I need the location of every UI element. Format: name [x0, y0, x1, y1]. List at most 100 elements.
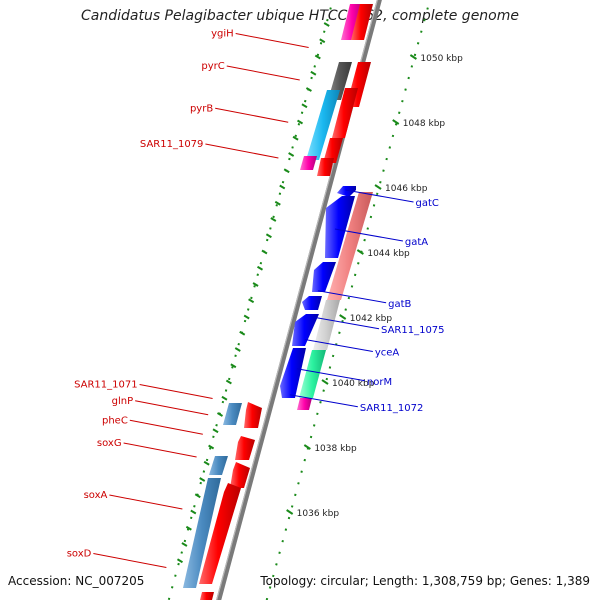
gene-yceA — [313, 300, 340, 350]
forward-gene-label: pyrC — [201, 61, 224, 72]
label-leader — [129, 419, 203, 435]
gene-gatB — [312, 262, 336, 292]
minor-tick — [319, 38, 326, 44]
scale-tick — [321, 379, 329, 385]
label-leader — [310, 316, 380, 330]
gene-glnP — [244, 402, 262, 428]
forward-gene-label: glnP — [112, 396, 134, 407]
scale-label: 1040 kbp — [332, 379, 375, 389]
reverse-gene-label: SAR11_1075 — [381, 325, 445, 336]
forward-gene-label: soxD — [67, 549, 92, 560]
forward-gene-label: SAR11_1071 — [74, 380, 138, 391]
gene-pyrB-arrow — [332, 88, 358, 138]
label-leader — [93, 553, 167, 568]
gene-norM-blue — [280, 348, 306, 398]
minor-tick — [288, 152, 295, 157]
minor-tick — [305, 87, 312, 92]
scale-tick — [392, 119, 400, 125]
minor-tick — [208, 444, 215, 450]
scale-ticks: 1050 kbp 1048 kbp 1046 kbp 1044 kbp 1042 kbp… — [176, 22, 463, 564]
forward-strand-genes — [183, 4, 373, 600]
label-leader — [123, 442, 197, 458]
forward-gene-label: ygiH — [211, 29, 234, 40]
accession-text: Accession: NC_007205 — [8, 574, 145, 588]
minor-tick — [270, 217, 277, 222]
label-leader — [205, 143, 279, 159]
minor-tick — [248, 298, 255, 304]
gene-gatA — [325, 196, 355, 258]
topology-text: Topology: circular; Length: 1,308,759 bp… — [260, 574, 590, 588]
minor-tick — [221, 395, 228, 401]
minor-tick — [230, 363, 237, 369]
label-leader — [334, 228, 403, 242]
scale-label: 1042 kbp — [350, 314, 393, 324]
forward-gene-label: SAR11_1079 — [140, 139, 204, 150]
gene-soxA — [183, 478, 221, 588]
label-leader — [296, 368, 365, 382]
scale-label: 1036 kbp — [297, 509, 340, 519]
minor-tick — [194, 493, 201, 499]
gene-gatC — [337, 186, 356, 197]
gene-arrow-lower — [317, 158, 334, 176]
forward-gene-label: soxG — [97, 438, 122, 449]
reverse-gene-labels: gatC gatA gatB SAR11_1075 yceA norM SAR11_1072 — [289, 189, 445, 414]
gene-pyrB — [306, 90, 340, 160]
minor-tick — [243, 314, 250, 320]
minor-tick — [261, 249, 268, 255]
gene-gatB-salmon — [327, 192, 373, 300]
reverse-gene-label: norM — [367, 377, 392, 388]
minor-tick — [239, 330, 246, 336]
minor-tick — [216, 412, 224, 417]
map-title: Candidatus Pelagibacter ubique HTCC1062,… — [80, 8, 519, 24]
minor-tick — [185, 525, 192, 531]
reverse-gene-label: gatC — [416, 198, 439, 209]
forward-gene-label: pyrB — [190, 103, 213, 114]
gene-soxG-steel — [209, 456, 228, 475]
gene-soxD — [200, 592, 214, 600]
minor-tick — [212, 428, 219, 434]
gene-arrow-top — [351, 4, 373, 40]
scale-tick — [409, 54, 417, 60]
forward-gene-label: pheC — [102, 415, 128, 426]
reverse-gene-label: SAR11_1072 — [360, 403, 424, 414]
scale-label: 1044 kbp — [367, 249, 410, 259]
scale-label: 1038 kbp — [314, 444, 357, 454]
gene-soxG — [230, 462, 250, 488]
reverse-gene-label: gatB — [388, 299, 411, 310]
scale-tick — [286, 509, 294, 515]
minor-tick — [314, 54, 321, 60]
minor-tick — [283, 168, 290, 174]
minor-tick — [176, 558, 183, 564]
minor-tick — [323, 22, 330, 27]
gene-SAR11_1071 — [223, 403, 242, 425]
forward-gene-label: soxA — [84, 490, 108, 501]
minor-tick — [301, 103, 308, 109]
label-leader — [215, 107, 289, 123]
minor-tick — [199, 477, 206, 482]
reverse-gene-label: yceA — [375, 348, 400, 359]
gene-soxA-arrow — [199, 483, 241, 584]
minor-tick — [203, 460, 210, 466]
label-leader — [345, 189, 414, 203]
minor-tick — [297, 119, 304, 125]
label-leader — [226, 65, 300, 81]
minor-tick — [274, 200, 281, 206]
minor-tick — [256, 265, 264, 271]
label-leader — [289, 394, 358, 408]
gene-norM — [299, 350, 326, 398]
label-leader — [109, 494, 183, 510]
gene-magenta-small — [300, 156, 317, 170]
scale-tick — [356, 249, 364, 255]
minor-tick — [190, 509, 197, 515]
minor-tick — [279, 184, 286, 190]
minor-tick — [310, 70, 317, 76]
label-leader — [318, 290, 387, 304]
scale-label: 1048 kbp — [403, 119, 446, 129]
gene-pheC — [235, 436, 255, 460]
minor-tick — [181, 542, 188, 547]
label-leader — [139, 384, 213, 399]
gene-SAR11_1075 — [302, 296, 322, 310]
scale-label: 1046 kbp — [385, 184, 428, 194]
